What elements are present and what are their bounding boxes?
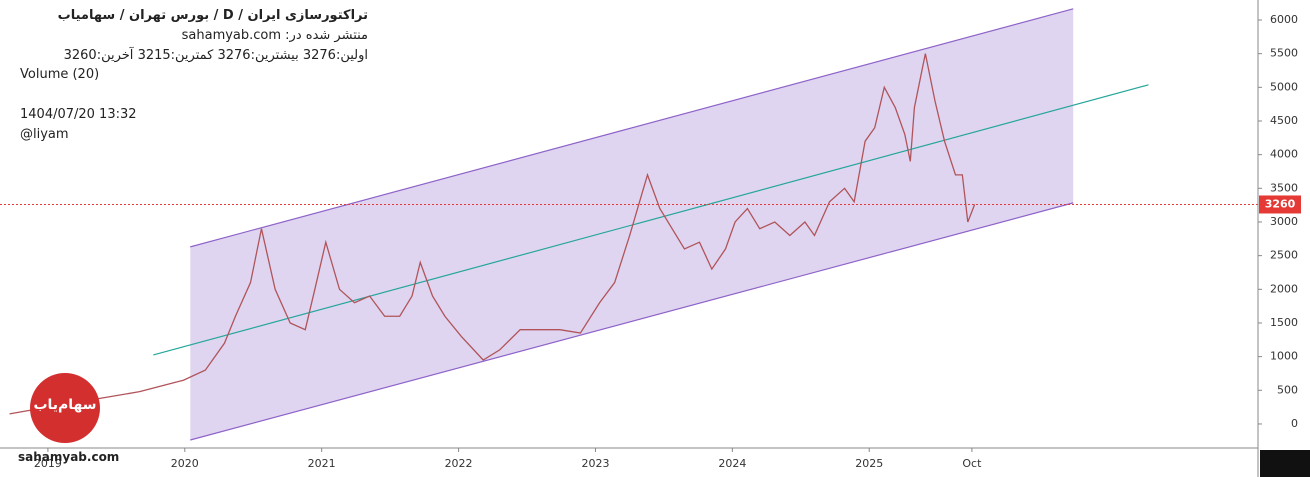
y-tick-label: 500	[1277, 383, 1298, 396]
logo: سهام‌یاب	[30, 373, 100, 443]
y-tick-label: 6000	[1270, 13, 1298, 26]
y-tick-label: 5000	[1270, 80, 1298, 93]
x-tick-label: 2021	[308, 457, 336, 470]
x-tick-label: 2020	[171, 457, 199, 470]
logo-text: سهام‌یاب	[33, 397, 97, 413]
timestamp: 1404/07/20 13:32	[20, 107, 137, 122]
y-tick-label: 2500	[1270, 249, 1298, 262]
last-price-label: 3260	[1265, 197, 1296, 210]
published: منتشر شده در: sahamyab.com	[181, 28, 368, 43]
x-tick-label: 2025	[855, 457, 883, 470]
title: تراکتورسازی ایران / D / بورس تهران / سها…	[57, 8, 368, 23]
y-tick-label: 2000	[1270, 282, 1298, 295]
y-tick-label: 1000	[1270, 350, 1298, 363]
channel-lower	[190, 202, 1074, 441]
watermark: sahamyab.com	[18, 450, 120, 464]
y-tick-label: 4500	[1270, 114, 1298, 127]
x-tick-label: 2019	[34, 457, 62, 470]
y-tick-label: 1500	[1270, 316, 1298, 329]
channel-fill	[190, 8, 1074, 440]
x-tick-label: 2023	[581, 457, 609, 470]
price-line	[9, 53, 976, 415]
corner-box	[1260, 450, 1310, 477]
indicator: Volume (20)	[20, 67, 100, 82]
y-tick-label: 0	[1291, 417, 1298, 430]
channel-upper	[190, 8, 1074, 248]
last-price-box	[1259, 195, 1301, 214]
y-tick-label: 4000	[1270, 148, 1298, 161]
y-tick-label: 5500	[1270, 47, 1298, 60]
y-tick-label: 3000	[1270, 215, 1298, 228]
x-tick-label: 2024	[718, 457, 746, 470]
y-tick-label: 3500	[1270, 181, 1298, 194]
plot-area	[0, 0, 1258, 448]
x-tick-label: 2022	[445, 457, 473, 470]
trendline	[153, 84, 1149, 356]
ohlc: اولین:3276 بیشترین:3276 کمترین:3215 آخری…	[63, 48, 368, 63]
author: @liyam	[20, 127, 69, 142]
x-tick-label: Oct	[962, 457, 982, 470]
